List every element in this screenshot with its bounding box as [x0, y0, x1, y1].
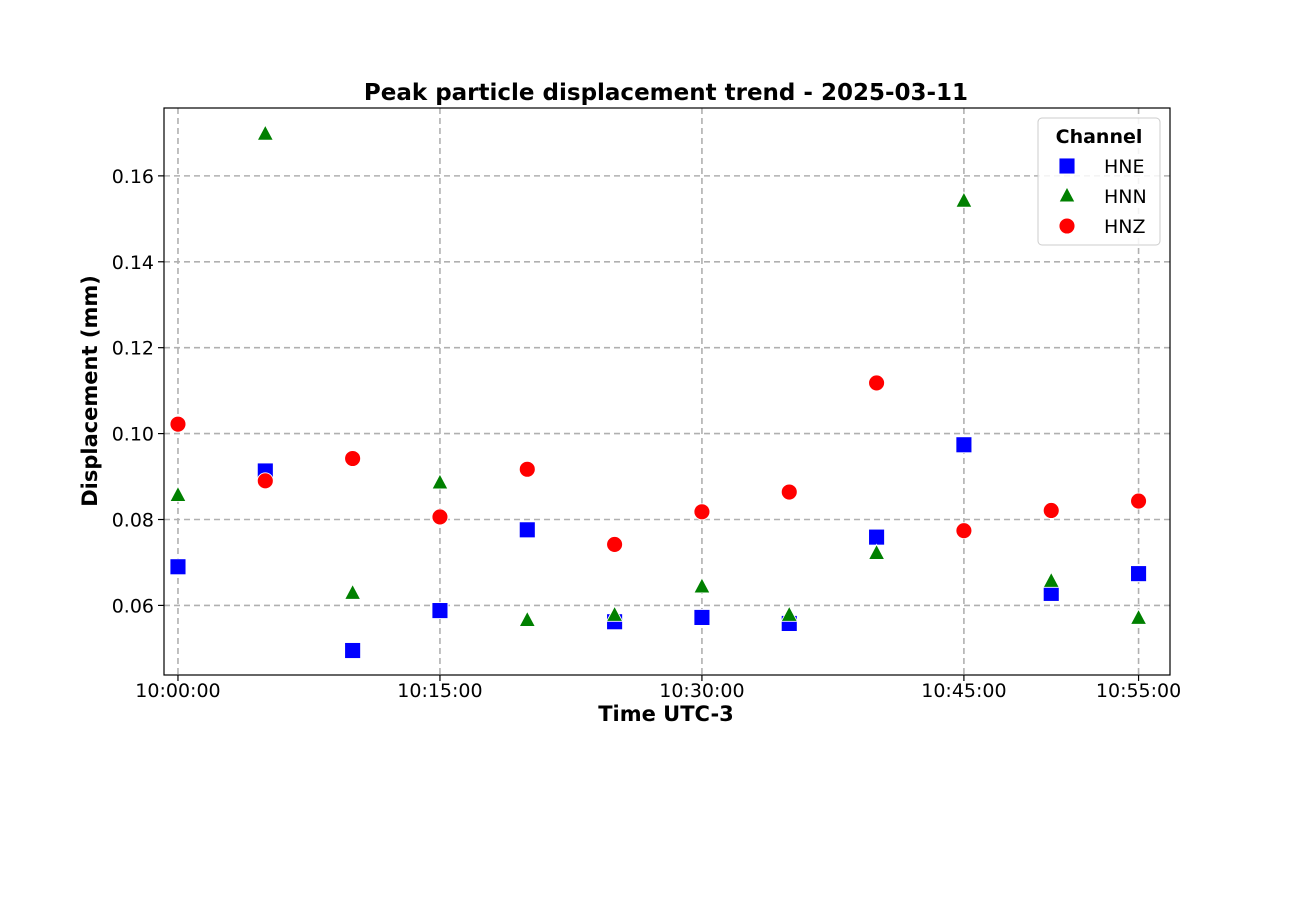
- data-point-hne: [868, 528, 886, 546]
- chart-title: Peak particle displacement trend - 2025-…: [364, 80, 968, 106]
- data-point-hnz: [431, 508, 449, 526]
- data-point-hne: [344, 642, 362, 659]
- series-hne: [169, 436, 1148, 659]
- grid: [164, 108, 1170, 675]
- data-point-hnz: [344, 450, 362, 467]
- data-point-hne: [693, 608, 711, 626]
- legend-marker-hnn: [1058, 186, 1076, 203]
- x-tick-label: 10:15:00: [397, 680, 482, 702]
- data-point-hnn: [780, 605, 799, 622]
- data-point-hnz: [518, 460, 536, 478]
- x-tick-label: 10:45:00: [921, 680, 1006, 702]
- y-tick-label: 0.16: [112, 166, 154, 188]
- legend-marker-hnz: [1058, 217, 1076, 235]
- plot-area: [163, 107, 1171, 676]
- data-point-hnz: [256, 472, 274, 490]
- data-point-hnn: [343, 583, 362, 600]
- x-tick-label: 10:55:00: [1096, 680, 1181, 702]
- data-point-hnn: [431, 473, 449, 490]
- data-point-hnn: [1129, 608, 1148, 625]
- data-point-hnz: [780, 483, 798, 501]
- legend-label-hne: HNE: [1104, 156, 1145, 178]
- y-tick-label: 0.10: [112, 424, 154, 446]
- y-tick-label: 0.12: [112, 338, 154, 360]
- series-hnz: [169, 374, 1148, 553]
- legend-title: Channel: [1056, 126, 1143, 148]
- axis-ticks: 10:00:00 10:15:00 10:30:00 10:45:00 10:55:00…: [112, 166, 1182, 702]
- data-point-hnn: [955, 191, 973, 208]
- y-tick-label: 0.14: [112, 252, 154, 274]
- x-axis-label: Time UTC-3: [598, 702, 734, 726]
- data-point-hnz: [1042, 502, 1060, 519]
- data-point-hne: [169, 558, 187, 576]
- data-point-hnn: [169, 485, 187, 502]
- data-point-hnz: [1130, 492, 1148, 510]
- data-point-hnn: [1042, 571, 1060, 588]
- data-point-hne: [518, 521, 536, 539]
- legend-box: [1037, 117, 1161, 246]
- data-point-hnn: [693, 576, 711, 594]
- y-tick-label: 0.08: [112, 510, 154, 532]
- y-axis-label: Displacement (mm): [78, 275, 102, 507]
- data-point-hnz: [169, 415, 187, 433]
- legend-label-hnn: HNN: [1104, 186, 1147, 208]
- series-hnn: [169, 124, 1148, 627]
- data-point-hne: [431, 602, 449, 620]
- data-point-hnn: [867, 543, 886, 560]
- legend-marker-hne: [1058, 157, 1076, 175]
- data-point-hnn: [605, 605, 624, 622]
- x-tick-label: 10:00:00: [135, 680, 220, 702]
- y-tick-label: 0.06: [112, 595, 154, 617]
- data-point-hnn: [518, 610, 537, 627]
- data-points: [169, 124, 1148, 659]
- legend-label-hnz: HNZ: [1104, 216, 1146, 238]
- data-point-hnz: [693, 503, 711, 521]
- data-point-hnn: [256, 124, 275, 141]
- data-point-hnz: [955, 522, 973, 540]
- data-point-hne: [955, 436, 973, 454]
- data-point-hne: [1130, 565, 1148, 583]
- data-point-hnz: [606, 535, 624, 553]
- legend: Channel HNE HNN HNZ: [1037, 117, 1161, 246]
- data-point-hnz: [868, 374, 886, 392]
- x-tick-label: 10:30:00: [659, 680, 744, 702]
